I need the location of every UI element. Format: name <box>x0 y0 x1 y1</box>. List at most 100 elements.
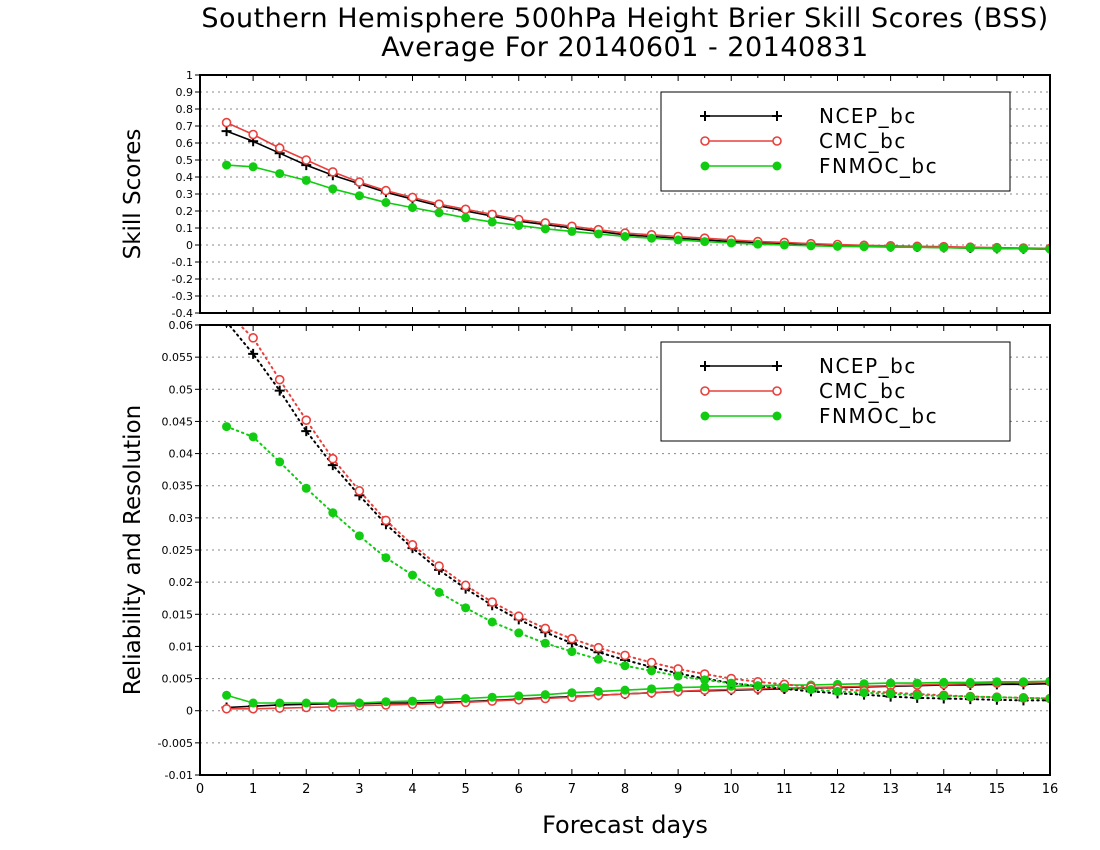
bottom-y-tick-label: 0.05 <box>169 383 194 396</box>
top-y-tick-label: -0.4 <box>172 307 193 320</box>
bottom-series-cmc-bc-dotted-point <box>301 415 312 425</box>
x-tick-label: 3 <box>355 782 363 797</box>
bottom-y-tick-label: 0.01 <box>169 640 194 653</box>
bottom-series-fnmoc-bc-dotted-line <box>225 425 1050 700</box>
bottom-legend-fnmoc-bc-marker <box>700 411 710 421</box>
bottom-legend-cmc-bc-marker <box>772 386 782 396</box>
x-tick-label: 10 <box>723 782 740 797</box>
bottom-series-cmc-bc-dotted-point <box>620 650 630 661</box>
bottom-series-fnmoc-bc-dotted-point <box>381 553 391 563</box>
bottom-series-fnmoc-bc-dotted-point <box>275 457 285 467</box>
bottom-y-axis-label: Reliability and Resolution <box>120 405 146 695</box>
top-legend-ncep-bc-label: NCEP_bc <box>819 104 917 128</box>
bottom-series-fnmoc-bc-point <box>461 694 471 703</box>
bottom-series-fnmoc-bc-dotted-point <box>939 691 949 701</box>
bottom-frame <box>199 324 1051 776</box>
bottom-series-cmc-bc-dotted-point <box>487 597 497 607</box>
bottom-series-fnmoc-bc-point <box>673 683 683 693</box>
top-series-fnmoc-bc-point <box>514 220 524 230</box>
bottom-legend-cmc-bc-marker <box>700 386 710 396</box>
top-series-cmc-bc-point <box>301 155 312 165</box>
bottom-series-fnmoc-bc-point <box>248 698 258 708</box>
bottom-series-fnmoc-bc-point <box>700 682 710 692</box>
bottom-series-fnmoc-bc-dotted-point <box>965 692 975 702</box>
bottom-series-fnmoc-bc-dotted-point <box>434 587 444 597</box>
bottom-series-fnmoc-bc-dotted-point <box>567 647 577 657</box>
top-series-fnmoc-bc-point <box>886 242 896 252</box>
bottom-series-cmc-bc-dotted-point <box>567 633 577 644</box>
top-frame <box>199 74 1051 314</box>
bottom-y-tick-label: 0.03 <box>169 512 194 525</box>
reliability-resolution-panel: 0.060.0550.050.0450.040.0350.030.0250.02… <box>120 319 1059 839</box>
top-series-fnmoc-bc-point <box>859 242 869 252</box>
top-series-fnmoc-bc-point <box>1045 244 1050 254</box>
top-series-fnmoc-bc-point <box>487 217 497 227</box>
top-series-cmc-bc-point <box>248 129 258 140</box>
top-series-fnmoc-bc-point <box>328 184 338 194</box>
bottom-y-tick-label: 0.02 <box>169 576 194 589</box>
bottom-series-fnmoc-bc-point <box>567 688 577 698</box>
bottom-series-fnmoc-bc-dotted-point <box>1018 693 1028 703</box>
top-legend-ncep-bc-marker <box>700 111 710 121</box>
x-tick-label: 13 <box>882 782 899 797</box>
top-y-tick-label: -0.3 <box>172 290 193 303</box>
top-series-fnmoc-bc-point <box>726 238 736 248</box>
bottom-series-fnmoc-bc-dotted-point <box>992 692 1002 702</box>
top-series-fnmoc-bc-point <box>806 241 816 251</box>
bottom-series-fnmoc-bc-point <box>992 677 1002 687</box>
top-plot-area <box>221 117 1050 255</box>
bottom-series-cmc-bc-dotted-point <box>407 540 418 550</box>
x-tick-label: 15 <box>989 782 1006 797</box>
top-series-fnmoc-bc-point <box>965 243 975 253</box>
x-tick-label: 8 <box>621 782 629 797</box>
x-tick-label: 4 <box>408 782 416 797</box>
bottom-series-fnmoc-bc-dotted-point <box>1045 694 1050 703</box>
bottom-series-fnmoc-bc-point <box>381 697 391 707</box>
x-tick-label: 16 <box>1042 782 1059 797</box>
bottom-series-fnmoc-bc-point <box>408 696 417 706</box>
bottom-legend-ncep-bc-marker <box>700 361 710 371</box>
bottom-series-cmc-bc-dotted-point <box>434 561 444 571</box>
bottom-series-fnmoc-bc-dotted-point <box>779 683 789 693</box>
top-series-fnmoc-bc-point <box>381 198 391 207</box>
x-tick-label: 1 <box>249 782 257 797</box>
top-series-fnmoc-bc-point <box>939 243 949 253</box>
bottom-legend-cmc-bc-label: CMC_bc <box>819 379 907 403</box>
top-series-fnmoc-bc-point <box>434 208 444 218</box>
bottom-y-tick-label: 0.035 <box>162 480 194 493</box>
bottom-series-fnmoc-bc-point <box>912 678 922 688</box>
bottom-series-cmc-bc-dotted-point <box>593 642 604 653</box>
bottom-series-fnmoc-bc-dotted-point <box>301 483 311 493</box>
bottom-series-fnmoc-bc-point <box>514 691 524 701</box>
bottom-series-fnmoc-bc-point <box>328 698 338 708</box>
top-series-fnmoc-bc-point <box>461 213 471 223</box>
top-series-fnmoc-bc-point <box>620 232 630 241</box>
bottom-series-fnmoc-bc-dotted-point <box>859 688 869 698</box>
top-series-cmc-bc-point <box>460 204 471 215</box>
bottom-series-fnmoc-bc-point <box>593 686 603 696</box>
top-series-cmc-bc-point <box>221 117 232 128</box>
top-series-fnmoc-bc-point <box>700 237 710 247</box>
bottom-legend-ncep-bc-label: NCEP_bc <box>819 354 917 378</box>
top-series-cmc-bc-point <box>354 177 365 187</box>
top-legend-cmc-bc-marker <box>700 136 710 146</box>
bottom-series-fnmoc-bc-dotted-point <box>540 638 550 648</box>
top-series-cmc-bc-point <box>487 209 497 220</box>
bottom-series-fnmoc-bc-dotted-point <box>620 661 630 671</box>
bottom-series-fnmoc-bc-dotted-point <box>726 678 736 688</box>
chart-title: Southern Hemisphere 500hPa Height Brier … <box>201 3 1049 34</box>
top-series-fnmoc-bc-point <box>673 235 683 245</box>
x-axis-label: Forecast days <box>542 811 708 839</box>
bottom-series-fnmoc-bc-point <box>886 678 896 688</box>
x-tick-label: 9 <box>674 782 682 797</box>
x-tick-label: 11 <box>776 782 793 797</box>
top-series-fnmoc-bc-point <box>354 191 364 201</box>
top-series-fnmoc-bc-point <box>540 224 550 234</box>
top-legend-ncep-bc-marker <box>772 111 782 121</box>
top-series-fnmoc-bc-point <box>408 203 417 213</box>
bottom-y-tick-label: 0.015 <box>162 608 194 621</box>
top-series-cmc-bc-point <box>381 185 391 196</box>
bottom-series-fnmoc-bc-dotted-point <box>673 671 683 681</box>
top-legend-fnmoc-bc-marker <box>772 161 782 171</box>
